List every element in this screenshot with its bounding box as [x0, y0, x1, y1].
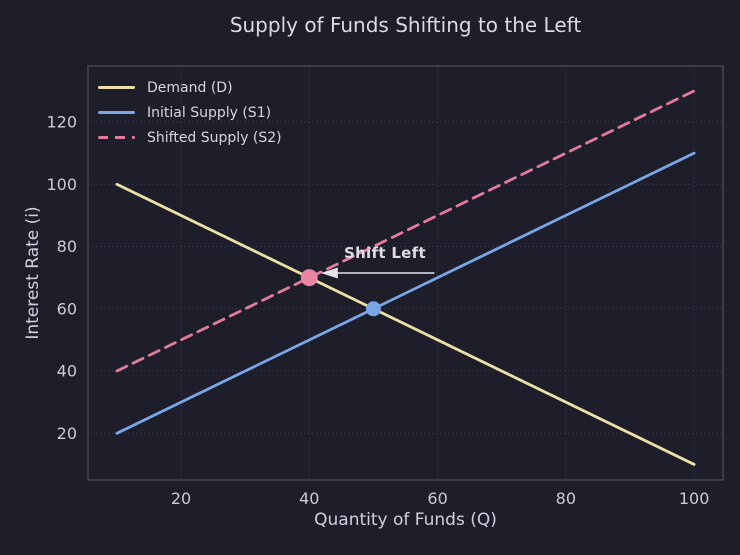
- chart-title: Supply of Funds Shifting to the Left: [229, 13, 582, 37]
- initial-supply-line-swatch: [98, 110, 135, 115]
- equilibrium-new-point: [300, 269, 318, 287]
- demand-line-swatch: [98, 85, 135, 90]
- legend-label-shifted-supply: Shifted Supply (S2): [147, 129, 282, 146]
- y-tick-label: 80: [57, 237, 77, 256]
- legend-item-shifted-supply: Shifted Supply (S2): [98, 129, 282, 146]
- x-tick-label: 60: [427, 489, 447, 508]
- legend: Demand (D) Initial Supply (S1) Shifted S…: [98, 79, 282, 146]
- shifted-supply-line-swatch: [98, 135, 135, 140]
- x-axis-label: Quantity of Funds (Q): [314, 510, 497, 530]
- x-tick-label: 80: [556, 489, 576, 508]
- y-tick-label: 60: [57, 299, 77, 318]
- y-tick-label: 40: [57, 362, 77, 381]
- series-line-2: [115, 151, 696, 435]
- legend-label-initial-supply: Initial Supply (S1): [147, 104, 272, 121]
- shift-left-annotation: Shift Left: [343, 244, 426, 263]
- series-line-1: [115, 182, 696, 466]
- y-tick-label: 20: [57, 424, 77, 443]
- legend-label-demand: Demand (D): [147, 79, 233, 96]
- legend-item-initial-supply: Initial Supply (S1): [98, 104, 282, 121]
- series-line-3: [115, 89, 696, 373]
- x-tick-label: 40: [299, 489, 319, 508]
- x-tick-label: 100: [679, 489, 710, 508]
- legend-item-demand: Demand (D): [98, 79, 282, 96]
- y-tick-label: 120: [46, 113, 77, 132]
- equilibrium-initial-point: [365, 301, 381, 317]
- x-tick-label: 20: [171, 489, 191, 508]
- axes-frame: [87, 65, 724, 481]
- shift-arrow-head: [320, 267, 338, 279]
- y-tick-label: 100: [46, 175, 77, 194]
